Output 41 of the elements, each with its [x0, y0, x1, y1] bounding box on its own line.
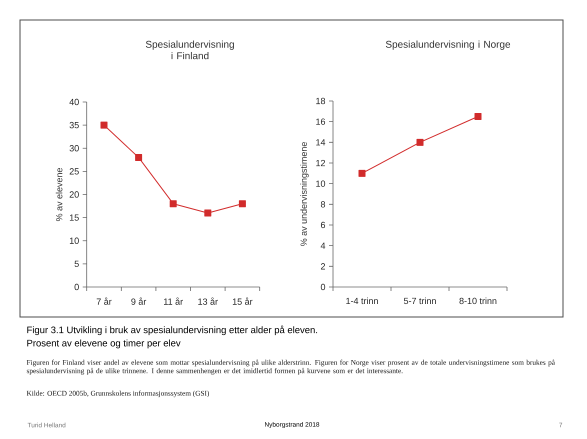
- x-tick-label: 5-7 trinn: [404, 298, 436, 304]
- chart-title: Spesialundervisning i Norge: [386, 40, 510, 50]
- y-axis-title: % av elevene: [56, 168, 62, 222]
- x-tick-label: 7 år: [96, 298, 112, 305]
- y-tick-label: 15: [70, 214, 79, 221]
- y-tick-label: 25: [70, 168, 79, 175]
- point: [100, 122, 108, 129]
- point: [474, 112, 482, 120]
- point: [135, 154, 142, 161]
- text: Figur 3.1 Utvikling i bruk av spesialundervisning etter alder på eleven.: [27, 325, 318, 336]
- y-tick-label: 20: [70, 191, 79, 198]
- y-tick-label: 10: [70, 238, 79, 244]
- x-tick-label: 11 år: [164, 298, 183, 305]
- y-tick-label: 2: [320, 263, 326, 270]
- y-tick-label: 40: [69, 98, 79, 106]
- y-tick-label: 0: [74, 284, 79, 290]
- y-tick-label: 30: [70, 145, 79, 152]
- x-tick-label: 13 år: [198, 298, 218, 305]
- chart-title: Spesialundervisning i Finland: [146, 40, 234, 60]
- y-tick-label: 35: [70, 122, 79, 128]
- y-tick-label: 6: [320, 222, 326, 228]
- y-axis-title: % av undervisningstimene: [300, 142, 309, 246]
- y-tick-label: 4: [320, 242, 326, 249]
- x-tick-label: 15 år: [232, 298, 252, 305]
- y-tick-label: 0: [320, 284, 326, 290]
- point: [204, 209, 212, 216]
- y-tick-label: 18: [316, 98, 326, 104]
- y-tick-label: 16: [316, 118, 326, 125]
- point: [238, 200, 246, 208]
- x-tick-label: 9 år: [131, 298, 146, 305]
- y-tick-label: 10: [316, 180, 326, 187]
- text: Prosent av elevene og timer per elev: [27, 340, 181, 348]
- y-tick-label: 5: [74, 260, 79, 267]
- y-tick-label: 8: [320, 201, 326, 208]
- y-tick-label: 12: [316, 160, 326, 166]
- x-tick-label: 1-4 trinn: [346, 298, 378, 304]
- y-tick-label: 14: [316, 139, 326, 146]
- point: [416, 138, 424, 146]
- point: [358, 170, 366, 177]
- x-tick-label: 8-10 trinn: [459, 298, 496, 304]
- point: [170, 200, 177, 208]
